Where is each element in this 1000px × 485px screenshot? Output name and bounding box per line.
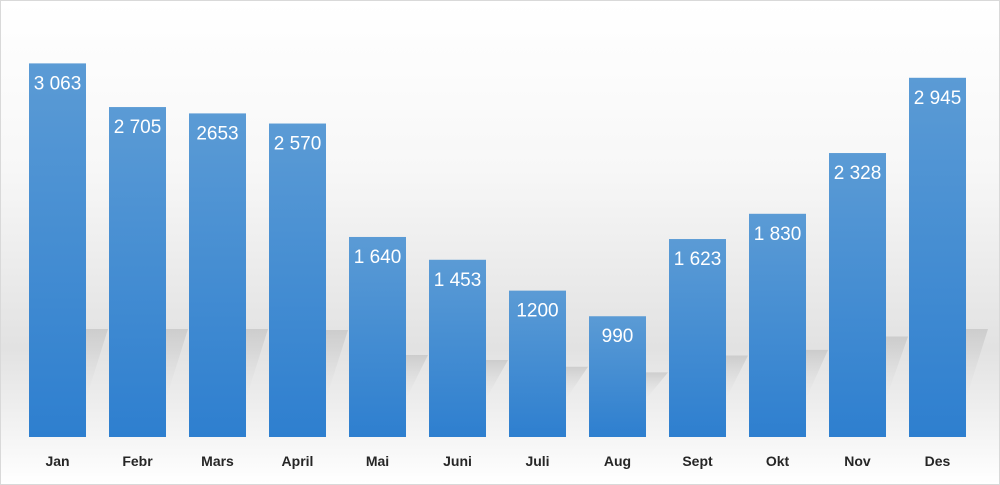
bars-layer <box>29 63 966 438</box>
bar-mai <box>349 236 406 437</box>
x-tick-label-juni: Juni <box>443 453 472 469</box>
x-tick-label-april: April <box>282 453 314 469</box>
data-label-juli: 1200 <box>516 301 558 322</box>
data-label-april: 2 570 <box>274 134 322 155</box>
bar-juni <box>429 259 486 437</box>
bar-april <box>269 123 326 437</box>
x-axis-tick-labels: Jan Febr Mars April Mai Juni Juli Aug Sept Okt Nov… <box>45 453 950 469</box>
data-label-des: 2 945 <box>914 88 962 109</box>
data-labels-layer: 3 063 2 705 2653 2 570 1 640 1 453 1200 990 1 62… <box>34 73 962 347</box>
x-tick-label-mars: Mars <box>201 453 234 469</box>
x-tick-label-nov: Nov <box>844 453 871 469</box>
data-label-aug: 990 <box>602 326 634 347</box>
data-label-okt: 1 830 <box>754 224 802 245</box>
x-tick-label-mai: Mai <box>366 453 389 469</box>
bar-juli <box>509 290 566 437</box>
bar-okt <box>749 213 806 437</box>
data-label-mars: 2653 <box>196 123 238 144</box>
bar-aug <box>589 316 646 437</box>
x-tick-label-sept: Sept <box>682 453 713 469</box>
bar-sept <box>669 239 726 437</box>
bar-jan <box>29 63 86 438</box>
data-label-febr: 2 705 <box>114 117 162 138</box>
data-label-juni: 1 453 <box>434 270 482 291</box>
bar-mars <box>189 113 246 437</box>
bar-des <box>909 77 966 437</box>
x-tick-label-des: Des <box>925 453 951 469</box>
bar-febr <box>109 107 166 438</box>
data-label-nov: 2 328 <box>834 163 882 184</box>
data-label-mai: 1 640 <box>354 247 402 268</box>
bar-nov <box>829 153 886 438</box>
x-tick-label-febr: Febr <box>122 453 153 469</box>
data-label-jan: 3 063 <box>34 73 82 94</box>
x-tick-label-aug: Aug <box>604 453 631 469</box>
x-tick-label-juli: Juli <box>525 453 549 469</box>
x-tick-label-jan: Jan <box>45 453 69 469</box>
data-label-sept: 1 623 <box>674 249 722 270</box>
x-tick-label-okt: Okt <box>766 453 790 469</box>
